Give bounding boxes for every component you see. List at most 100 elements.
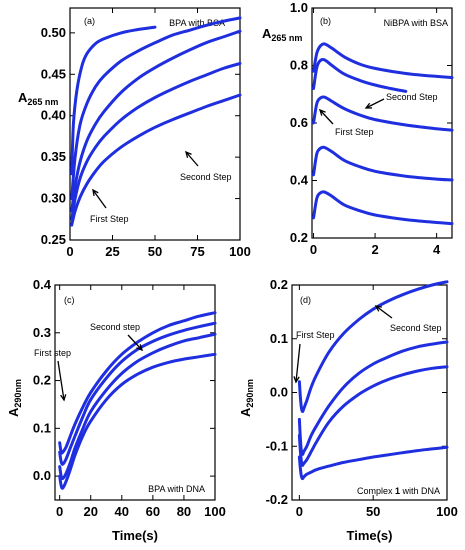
annotation-label: Second Step (180, 172, 232, 182)
panel-label: (b) (320, 16, 331, 26)
annotation-arrowhead (293, 376, 300, 384)
annotation-label: Second step (90, 322, 140, 332)
y-axis-label: A265 nm (262, 26, 302, 43)
annotation-arrow (57, 360, 65, 401)
y-tick-label: 0.2 (270, 277, 288, 292)
annotation-arrow (319, 109, 334, 125)
x-tick-label: 50 (366, 504, 380, 519)
panel-label: (a) (84, 16, 95, 26)
x-tick-label: 0 (310, 242, 317, 257)
series-line-5 (70, 93, 242, 227)
y-tick-label: 0.45 (41, 66, 66, 81)
y-tick-label: 0.8 (290, 58, 308, 73)
series-line-3 (70, 29, 242, 213)
panel-title: NiBPA with BSA (384, 18, 448, 28)
chart-panel-b: 0.2 0.4 0.6 0.8 1.0 0 2 4 A265 nm (b) NiBPA with B… (262, 0, 454, 257)
y-axis-label: A265 nm (18, 90, 58, 107)
plot-frame (291, 284, 448, 501)
x-tick-label: 4 (433, 242, 441, 257)
annotation-arrowhead (136, 344, 144, 352)
y-tick-label: 0.30 (41, 191, 66, 206)
x-tick-label: 0 (56, 504, 63, 519)
y-axis-label: A290nm (238, 379, 255, 417)
series-line-4 (312, 145, 454, 182)
annotation-label: First Step (296, 330, 335, 340)
panel-label: (d) (300, 295, 311, 305)
panel-title: BPA with DNA (148, 484, 205, 494)
series-line-2 (297, 340, 449, 456)
y-tick-label: 0.3 (33, 325, 51, 340)
annotation-arrowhead (92, 188, 99, 197)
series-line-1 (70, 25, 157, 176)
series-line-2 (58, 321, 217, 466)
annotation-label: First step (34, 348, 71, 358)
plot-frame (311, 7, 453, 239)
annotation-arrowhead (60, 394, 67, 402)
chart-panel-c: 0.0 0.1 0.2 0.3 0.4 0 20 40 60 80 100 A290nm Time(s)… (6, 277, 226, 543)
x-axis-label: Time(s) (347, 528, 393, 543)
panel-label: (c) (64, 295, 75, 305)
y-tick-label: 0.35 (41, 149, 66, 164)
x-tick-label: 0 (66, 244, 73, 259)
annotation-arrow (375, 305, 393, 319)
series-line-4 (58, 352, 217, 490)
x-tick-label: 20 (83, 504, 97, 519)
annotation-arrow (365, 98, 385, 109)
y-tick-label: 0.40 (41, 108, 66, 123)
x-axis-label: Time(s) (112, 528, 158, 543)
annotation-arrow (92, 189, 107, 209)
series-line-4 (70, 62, 242, 221)
y-tick-label: 0.50 (41, 25, 66, 40)
annotation-arrowhead (374, 305, 383, 312)
plot-frame (54, 284, 216, 501)
series-line-1 (58, 311, 217, 455)
x-tick-label: 80 (177, 504, 191, 519)
x-tick-label: 25 (105, 244, 119, 259)
series-line-2 (312, 57, 408, 93)
series-line-4 (297, 445, 449, 481)
x-tick-label: 100 (204, 504, 226, 519)
y-tick-label: 1.0 (290, 0, 308, 15)
annotation-arrowhead (185, 150, 192, 158)
y-tick-label: 0.4 (33, 277, 52, 292)
y-tick-label: 0.0 (33, 468, 51, 483)
x-tick-label: 60 (146, 504, 160, 519)
y-tick-label: -0.2 (266, 492, 288, 507)
panel-title: Complex 1 with DNA (357, 486, 440, 496)
panel-title: BPA with BSA (169, 18, 225, 28)
y-tick-label: -0.1 (266, 438, 288, 453)
annotation-arrowhead (318, 108, 326, 116)
y-axis-label: A290nm (6, 379, 23, 417)
annotation-arrow (127, 334, 143, 351)
y-tick-label: 0.4 (290, 173, 309, 188)
y-tick-label: 0.1 (270, 331, 288, 346)
x-tick-label: 75 (190, 244, 204, 259)
x-tick-label: 40 (115, 504, 129, 519)
series-line-3 (297, 365, 449, 467)
annotation-arrowhead (364, 102, 373, 109)
series-line-3 (58, 332, 217, 481)
annotation-arrow (185, 151, 199, 167)
series-line-1 (297, 280, 449, 414)
x-tick-label: 50 (148, 244, 162, 259)
series-line-5 (312, 190, 454, 226)
y-tick-label: 0.2 (290, 230, 308, 245)
annotation-label: First Step (90, 214, 129, 224)
annotation-arrow (295, 343, 301, 383)
y-tick-label: 0.2 (33, 373, 51, 388)
annotation-label: Second Step (390, 323, 442, 333)
series-line-1 (312, 42, 454, 80)
annotation-label: Second Step (386, 92, 438, 102)
chart-panel-a: 0.25 0.30 0.35 0.40 0.45 0.50 0 25 50 75 100 A265 n… (18, 7, 251, 259)
chart-panel-d: -0.2 -0.1 0.0 0.1 0.2 0 50 100 A290nm Time(s) (d) C… (238, 277, 458, 543)
annotation-label: First Step (335, 127, 374, 137)
x-tick-label: 2 (371, 242, 378, 257)
y-tick-label: 0.6 (290, 115, 308, 130)
x-tick-label: 100 (436, 504, 458, 519)
y-tick-label: 0.25 (41, 232, 66, 247)
y-tick-label: 0.0 (270, 385, 288, 400)
x-tick-label: 100 (229, 244, 251, 259)
y-tick-label: 0.1 (33, 420, 51, 435)
x-tick-label: 0 (296, 504, 303, 519)
